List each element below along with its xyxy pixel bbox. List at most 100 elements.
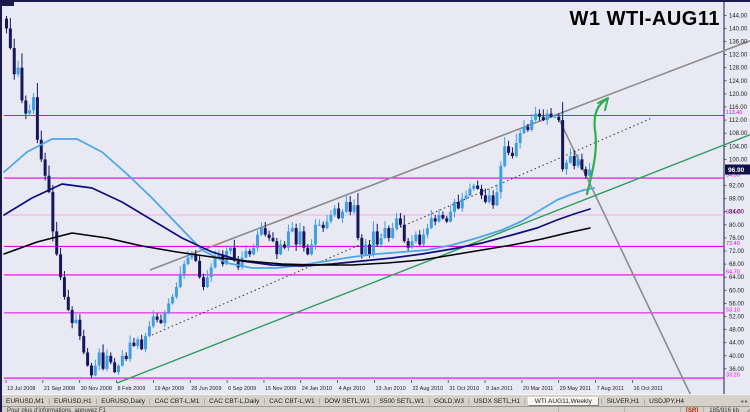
candle-body [178, 273, 182, 288]
candle-body [32, 97, 36, 111]
x-axis-date-label: 9 Jan 2011 [486, 386, 513, 392]
candle-body [487, 195, 491, 202]
candle-body [225, 251, 229, 265]
tab-dow-setl-w1[interactable]: DOW SETL,W1 [324, 397, 370, 405]
tab-scroll-arrows[interactable]: ◂ ▸ [740, 398, 748, 405]
y-axis-label: 36.00 [729, 367, 745, 373]
x-axis-date-label: 28 Jun 2009 [191, 386, 221, 392]
tab-s500-setl-w1[interactable]: S500 SETL,W1 [379, 397, 425, 405]
status-traffic-cell: 185/916 kb [703, 407, 744, 412]
candle-body [66, 296, 70, 310]
candle-body [464, 195, 468, 199]
candle-body [47, 175, 51, 193]
candle-body [391, 228, 395, 238]
ma-fast-lightblue[interactable] [3, 138, 595, 269]
candle-body [97, 352, 101, 366]
x-axis-date-label: 24 Jan 2010 [302, 386, 332, 392]
candle-body [549, 113, 553, 117]
x-axis-date-label: 15 Nov 2009 [265, 386, 296, 392]
tab-usdjpy-h4[interactable]: USDJPY,H4 [649, 397, 684, 405]
candle-body [259, 228, 263, 235]
candle-body [371, 231, 375, 255]
candle-body [414, 234, 418, 242]
candle-body [198, 260, 202, 278]
candle-body [248, 251, 252, 255]
candle-body [252, 247, 256, 255]
x-axis-date-label: 8 Feb 2009 [118, 386, 146, 392]
candle-body [510, 152, 514, 157]
tab-eurusd-h1[interactable]: EURUSD,H1 [54, 397, 92, 405]
candle-body [310, 244, 314, 255]
candle-body [171, 296, 175, 304]
candle-body [182, 264, 186, 274]
projection-arrow[interactable] [585, 97, 609, 196]
tab-silver-h1[interactable]: SILVER,H1 [606, 397, 640, 405]
tab-separator: | [48, 397, 50, 405]
candle-body [449, 211, 453, 222]
candle-body [271, 237, 275, 242]
candle-body [360, 237, 364, 255]
candle-body [263, 228, 267, 235]
candle-body [522, 126, 526, 134]
tab-usdx-setl-h1[interactable]: USDX SETL,H1 [473, 397, 520, 405]
candle-body [275, 241, 279, 255]
candle-body [267, 234, 271, 238]
candle-body [8, 28, 12, 49]
status-help-text: Pour plus d'informations, appuyez F1 [7, 408, 106, 412]
candle-body [294, 228, 298, 245]
candle-body [499, 165, 503, 193]
tab-gold-w3[interactable]: GOLD,W3 [434, 397, 465, 405]
candle-body [321, 224, 325, 229]
tab-cac-cbt-l-m1[interactable]: CAC CBT-L,M1 [154, 397, 200, 405]
chart-title: W1 WTI-AUG11 [569, 8, 720, 30]
candle-body [151, 316, 155, 327]
ma-slow-black[interactable] [3, 227, 591, 266]
candle-body [557, 116, 561, 121]
candle-body [101, 352, 105, 369]
candle-body [445, 218, 449, 222]
candle-body [495, 192, 499, 206]
resize-grip[interactable] [744, 407, 750, 412]
candle-body [144, 336, 148, 350]
candle-body [86, 352, 90, 366]
candle-body [576, 159, 580, 166]
y-axis-label: 132.00 [729, 53, 748, 59]
candle-body [329, 215, 333, 222]
tab-cac-cbt-l-daily[interactable]: CAC CBT-L,Daily [209, 397, 260, 405]
candle-body [441, 215, 445, 219]
candle-body [113, 362, 117, 373]
projection-arrow-head [597, 97, 609, 111]
candle-body [348, 201, 352, 212]
tab-cac-cbt-l-w1[interactable]: CAC CBT-L,W1 [269, 397, 315, 405]
candle-body [410, 241, 414, 248]
candle-body [588, 169, 592, 176]
candle-body [472, 185, 476, 189]
candle-body [279, 244, 283, 255]
candle-body [140, 339, 144, 350]
y-axis-label: 44.00 [729, 341, 745, 347]
x-axis-date-label: 29 May 2011 [560, 386, 591, 392]
dotted-ascending[interactable] [151, 117, 653, 336]
tab-eurusd-m1[interactable]: EURUSD,M1 [6, 397, 45, 405]
chart-area[interactable]: 113.40 94.30 83.00 73.40 64.70 53.10 33.20 144.… [2, 2, 750, 394]
tab-separator: | [643, 397, 646, 405]
candle-body [503, 146, 507, 166]
y-axis-label: 52.00 [729, 314, 745, 320]
candle-body [460, 198, 464, 209]
candle-body [452, 201, 456, 212]
tab-wti-aug11-weekly[interactable]: WTI AUG11,Weekly [527, 396, 599, 406]
hline-price-label: 113.40 [726, 110, 742, 116]
connection-indicator: [SR] [685, 408, 699, 412]
tab-eurusd-daily[interactable]: EURUSD,Daily [101, 397, 145, 405]
candle-body [545, 113, 549, 121]
price-chart[interactable]: 113.40 94.30 83.00 73.40 64.70 53.10 33.20 144.… [2, 2, 750, 394]
x-axis-date-label: 7 Aug 2011 [597, 386, 624, 392]
y-axis-label: 56.00 [729, 301, 745, 307]
y-axis-label: 100.00 [729, 157, 748, 163]
gray-ascending-channel[interactable] [149, 39, 750, 271]
candle-body [507, 146, 511, 153]
candle-body [425, 228, 429, 235]
candle-body [402, 224, 406, 242]
chart-background[interactable] [2, 2, 750, 394]
candle-body [236, 260, 240, 268]
